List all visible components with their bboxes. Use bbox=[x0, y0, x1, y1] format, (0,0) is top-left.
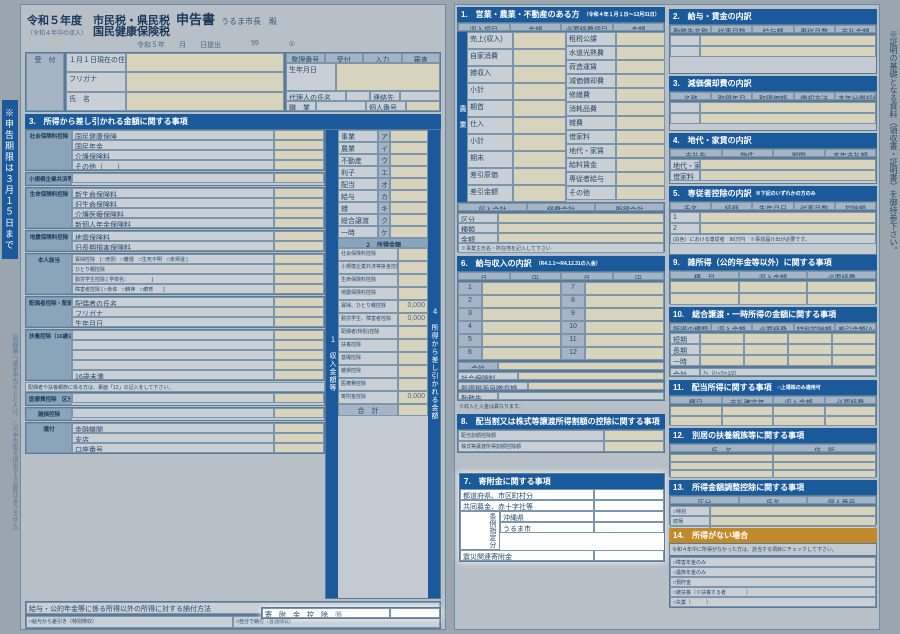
rep-field[interactable] bbox=[346, 91, 370, 101]
r-sec14-title: 14. 所得がない場合 bbox=[669, 528, 877, 543]
rep-label: 代理人の氏名 bbox=[286, 91, 346, 101]
r-sec7-title: 7. 寄附金に関する事項 bbox=[460, 474, 664, 489]
submit-date: 令和５年 月 日提出 bbox=[137, 40, 221, 50]
r6-note: ※収入と入金は異なります。 bbox=[457, 401, 665, 412]
page-left: 令和５年度 （令和４年中の収入） 市民税・県民税 国民健康保険税 申告書 うるま… bbox=[20, 4, 446, 630]
r-sec9-title: 9. 雑所得（公的年金等以外）に関する事項 bbox=[669, 255, 877, 270]
r14-lead: 令和４年中に所得がなかった方は、該当する項目にチェックして下さい。 bbox=[669, 543, 877, 556]
birth-label: 生年月日 bbox=[286, 63, 336, 91]
vlabel-income: １ 収入金額等 bbox=[326, 130, 338, 598]
form-no: 99 bbox=[251, 40, 259, 50]
r10-sum: 合計 bbox=[670, 368, 700, 376]
identity-field-1[interactable] bbox=[126, 72, 284, 91]
r6-wh-v[interactable] bbox=[528, 382, 664, 390]
r-sec6-title: 6. 給与収入の内訳 （R4.1.1〜R4.12.31の入金） bbox=[457, 256, 665, 271]
r1-sum0: 収入合計 bbox=[458, 203, 527, 211]
r-sec1-period: （令和４年１月１日〜12月31日） bbox=[584, 11, 660, 18]
r7-cond-label: 条例指定分 bbox=[460, 511, 500, 550]
side-note-right: ※証明の基礎となる資料（領収書・証明書）を御持参下さい。 bbox=[882, 30, 898, 254]
phone-field[interactable] bbox=[400, 91, 440, 101]
identity-field-0[interactable] bbox=[126, 53, 284, 72]
r7-last: 震災関連寄附金 bbox=[460, 550, 594, 561]
r6-wh: 所得税源泉徴収額 bbox=[458, 382, 528, 390]
r-sec8-title: 8. 配当割又は株式等譲渡所得割額の控除に関する事項 bbox=[457, 414, 665, 429]
identity-field-2[interactable] bbox=[126, 92, 284, 111]
deadline-banner: ※申告期限は３月１５日まで bbox=[2, 100, 18, 259]
r-sec13-title: 13. 所得金額調整控除に関する事項 bbox=[669, 480, 877, 495]
r-sec6-p: （R4.1.1〜R4.12.31の入金） bbox=[536, 260, 601, 267]
r-sec1-title-t: 1. 営業・農業・不動産のある方 bbox=[461, 9, 580, 20]
declaration-label: 申告書 bbox=[176, 9, 215, 28]
mayor: うるま市長 殿 bbox=[221, 16, 277, 27]
fiscal-year: 令和５年度 bbox=[27, 12, 87, 28]
r-sec12-title: 12. 別居の扶養親族等に関する事項 bbox=[669, 428, 877, 443]
r1-farm-vlabel: 農 業 bbox=[457, 32, 467, 202]
tax-line-2: 国民健康保険税 bbox=[93, 27, 170, 38]
r-sec10-title: 10. 総合譲渡・一時所得の金額に関する事項 bbox=[669, 307, 877, 322]
r-sec11-title: 11. 配当所得に関する事項 □上場株のみ適用可 bbox=[669, 380, 877, 395]
side-note-left: （税務署へ確定申告をした人は、この申告書を提出する必要はありません） bbox=[2, 330, 18, 534]
birth-field[interactable] bbox=[336, 63, 440, 91]
r7-last-v[interactable] bbox=[594, 550, 664, 561]
donation-ctrl-label: 寄 附 金 控 除 ⑲ bbox=[262, 608, 390, 618]
occ-label: 職 業 bbox=[286, 101, 316, 111]
pay-opt-0[interactable]: □給与から差引き（特別徴収） bbox=[26, 616, 233, 628]
occ-field[interactable] bbox=[316, 101, 366, 111]
r1-sum2: 所得合計 bbox=[595, 203, 664, 211]
r-sec11-t: 11. 配当所得に関する事項 bbox=[673, 382, 772, 393]
form-mark: ① bbox=[289, 40, 295, 50]
r6-emp: 勤務先 bbox=[458, 392, 498, 400]
r10-formula: ｱ+｛(ｲ+ｳ)×1/2｝ bbox=[700, 368, 876, 376]
r6-emp-v[interactable] bbox=[498, 392, 664, 400]
r6-ins: 社会保険料 bbox=[458, 372, 518, 380]
r6-ins-v[interactable] bbox=[518, 372, 664, 380]
r6-total: 合計 bbox=[458, 362, 498, 370]
pno-label: 個人番号 bbox=[366, 101, 406, 111]
r1-sum1: 経費合計 bbox=[527, 203, 596, 211]
r-sec6-t: 6. 給与収入の内訳 bbox=[461, 258, 532, 269]
vlabel-ctrl: ４ 所得から差し引かれる金額 bbox=[428, 130, 440, 598]
r-sec1-title: 1. 営業・農業・不動産のある方 （令和４年１月１日〜12月31日） bbox=[457, 7, 665, 22]
r-sec11-n: □上場株のみ適用可 bbox=[778, 384, 821, 391]
phone-label: 連絡先 bbox=[370, 91, 400, 101]
fiscal-year-sub: （令和４年中の収入） bbox=[27, 28, 87, 37]
pno-field[interactable] bbox=[406, 101, 440, 111]
sec3-title: 3. 所得から差し引かれる金額に関する事項 bbox=[25, 114, 441, 129]
donation-ctrl-field[interactable] bbox=[390, 608, 440, 618]
header: 令和５年度 （令和４年中の収入） 市民税・県民税 国民健康保険税 申告書 うるま… bbox=[21, 5, 445, 40]
recv-title: 受 付 bbox=[26, 53, 64, 111]
page-right: 1. 営業・農業・不動産のある方 （令和４年１月１日〜12月31日） 収入項目金… bbox=[454, 4, 880, 630]
r6-total-v[interactable] bbox=[498, 362, 664, 370]
